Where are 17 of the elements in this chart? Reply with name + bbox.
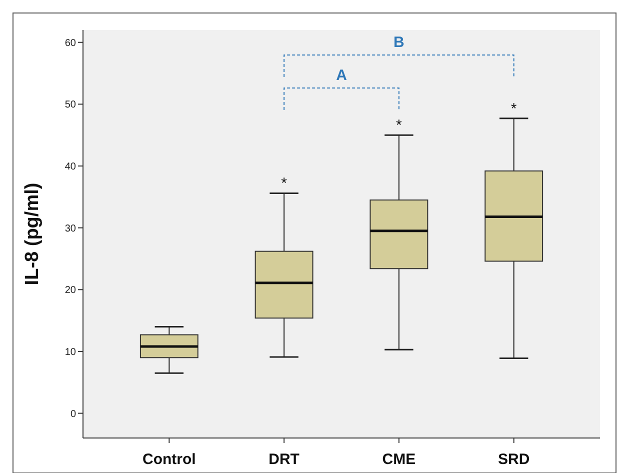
y-tick-label: 20 — [64, 285, 76, 296]
x-tick-label: Control — [142, 451, 196, 468]
y-tick-label: 60 — [64, 38, 76, 49]
annotation: * — [396, 117, 402, 134]
y-tick-label: 10 — [64, 346, 76, 358]
y-tick-label: 30 — [64, 223, 76, 234]
x-tick-label: DRT — [268, 451, 300, 468]
annotation: B — [394, 34, 405, 51]
annotation: A — [336, 67, 348, 84]
y-axis-title: IL-8 (pg/ml) — [22, 182, 43, 286]
x-tick-label: SRD — [498, 451, 530, 468]
y-tick-label: 50 — [64, 100, 76, 111]
annotation: * — [510, 100, 517, 118]
y-tick-label: 40 — [64, 162, 76, 172]
y-tick-label: 0 — [70, 408, 76, 420]
annotation: * — [281, 175, 288, 192]
x-tick-label: CME — [382, 451, 416, 468]
